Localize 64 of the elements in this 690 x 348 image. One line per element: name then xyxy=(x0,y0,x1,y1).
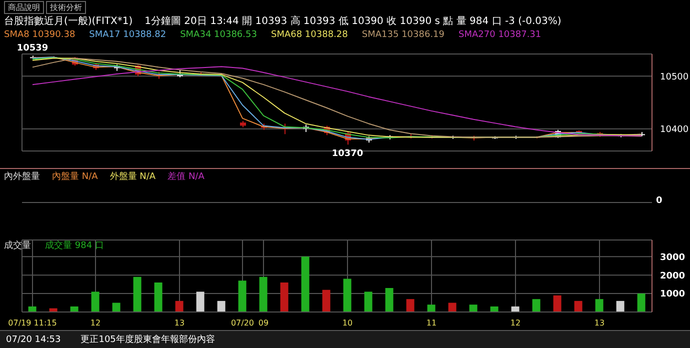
bar xyxy=(427,304,436,312)
x-tick-label: 11 xyxy=(426,318,437,328)
bar xyxy=(112,302,120,312)
x-tick-label: 09 xyxy=(258,318,269,328)
annotation: 10370 xyxy=(332,149,364,160)
bar xyxy=(511,306,520,312)
bar xyxy=(301,256,310,312)
bar xyxy=(448,302,456,312)
y-tick-label: 2000 xyxy=(660,271,686,282)
text: SMA68 10388.28 xyxy=(270,30,348,40)
bar xyxy=(637,294,646,312)
x-tick-label: 12 xyxy=(510,318,521,328)
bar xyxy=(217,300,226,312)
y-tick-label: 10400 xyxy=(660,125,689,136)
text: SMA135 10386.19 xyxy=(362,30,445,40)
text: SMA270 10387.31 xyxy=(458,30,542,40)
bar xyxy=(616,300,624,312)
text: 0 xyxy=(656,196,662,206)
x-tick-label: 13 xyxy=(594,318,605,328)
bar xyxy=(280,282,288,312)
bar xyxy=(574,300,582,312)
x-tick-label: 12 xyxy=(90,318,101,328)
chart-title: 成交量 xyxy=(4,240,31,252)
bar xyxy=(133,276,142,312)
text: SMA17 10388.82 xyxy=(89,30,166,40)
text: SMA34 10386.53 xyxy=(180,30,257,40)
text: 技術分析 xyxy=(46,1,86,14)
text: 差值 N/A xyxy=(168,170,204,183)
bar xyxy=(553,295,562,312)
text: 成交量 984 口 xyxy=(45,240,104,252)
y-tick-label: 10500 xyxy=(660,72,689,82)
bar xyxy=(196,292,204,312)
text: 商品說明 xyxy=(4,1,44,14)
bar xyxy=(175,300,184,312)
bar xyxy=(469,304,478,312)
bar xyxy=(532,299,540,312)
bar xyxy=(322,290,330,312)
x-tick-label: 07/19 11:15 xyxy=(8,318,57,328)
bar xyxy=(238,280,246,312)
bar xyxy=(70,306,78,312)
text: 更正105年度股東會年報部份內容 xyxy=(80,334,215,346)
bar xyxy=(364,292,372,312)
bar xyxy=(385,288,394,312)
bar xyxy=(91,292,100,312)
bar xyxy=(595,299,604,312)
bar xyxy=(490,306,498,312)
chart-subtitle: 1分鐘圖 20日 13:44 開 10393 高 10393 低 10390 收 10390 s 點 量 984 口 -3 (-0.03%) xyxy=(144,14,562,28)
x-tick-label: 13 xyxy=(174,318,185,328)
text: 內盤量 N/A xyxy=(52,170,98,183)
annotation: 10539 xyxy=(16,44,48,54)
chart-title: 台股指數近月(一般)(FITX*1) xyxy=(4,14,133,28)
text: 外盤量 N/A xyxy=(110,170,156,183)
x-tick-label: 07/20 xyxy=(230,318,254,328)
bar xyxy=(343,278,352,312)
text: 內外盤量 xyxy=(4,170,40,183)
x-tick-label: 10 xyxy=(342,318,353,328)
y-tick-label: 3000 xyxy=(660,252,686,263)
text: SMA8 10390.38 xyxy=(4,30,76,40)
y-tick-label: 1000 xyxy=(660,290,686,300)
bar xyxy=(406,299,414,312)
bar xyxy=(259,276,268,312)
text: 07/20 14:53 xyxy=(6,334,61,344)
bar xyxy=(154,282,162,312)
bar xyxy=(28,306,36,312)
